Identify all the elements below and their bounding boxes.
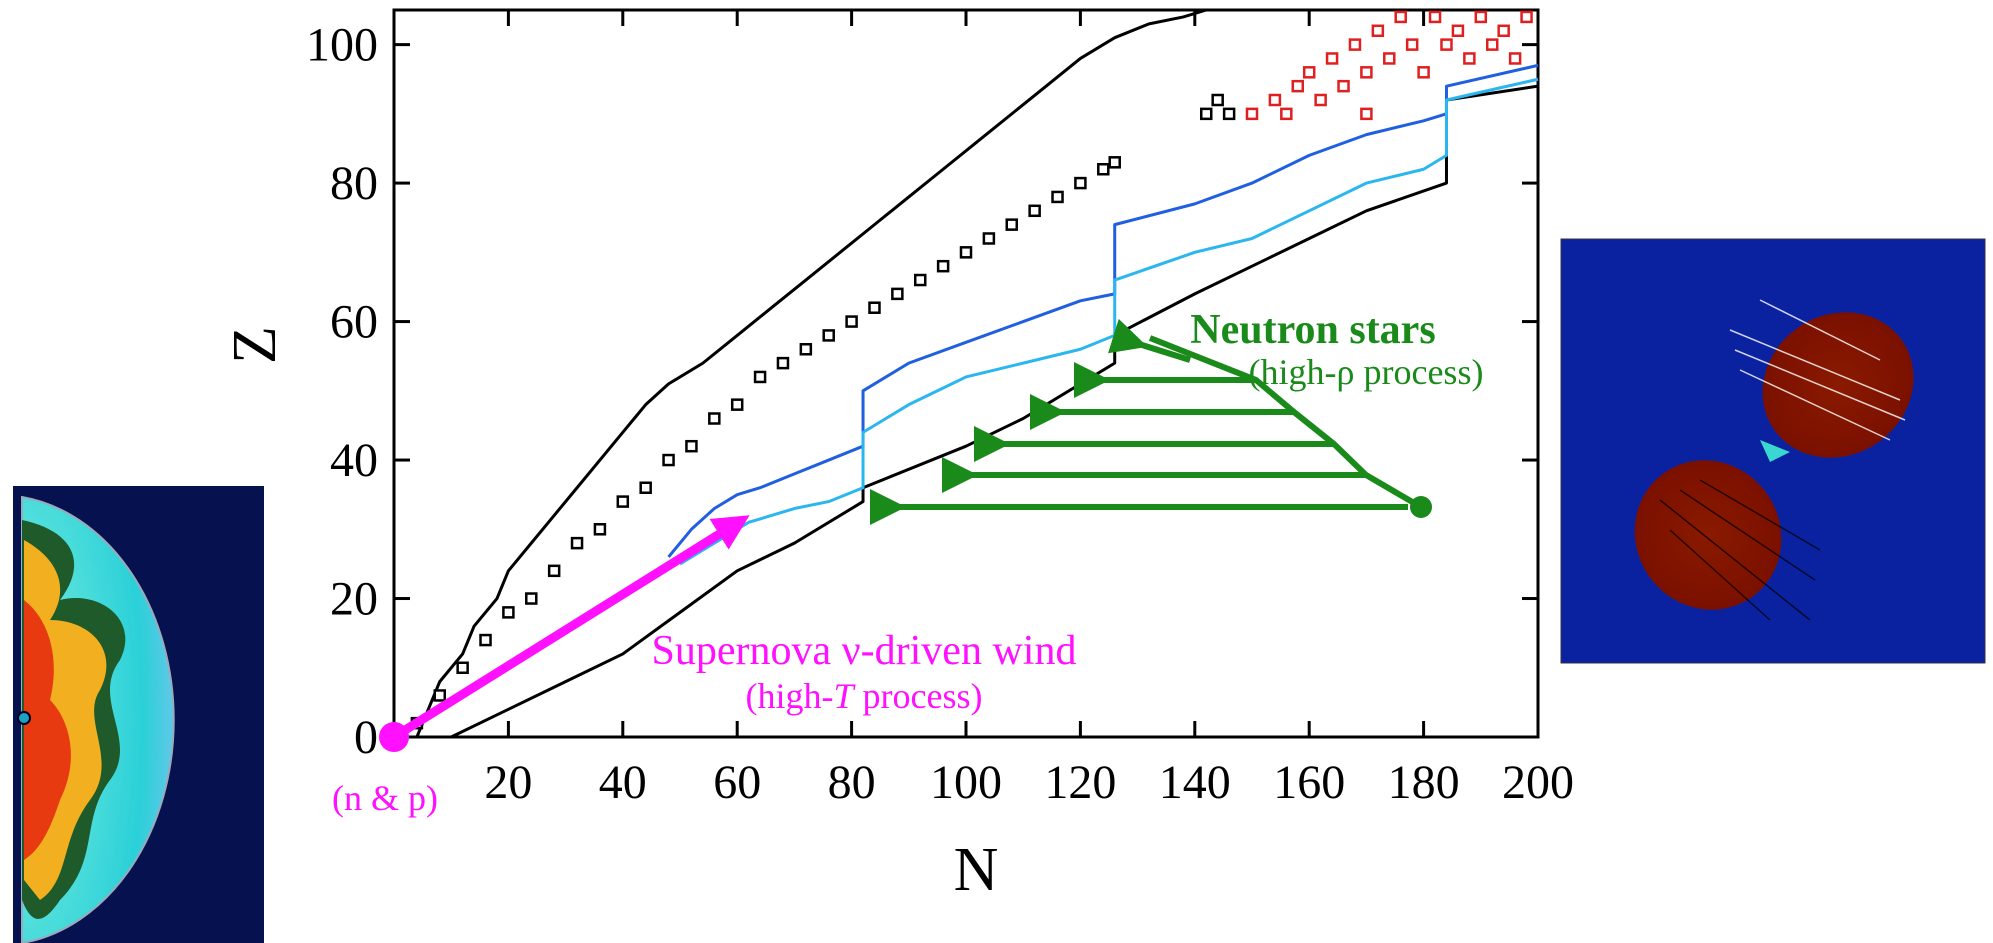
nucleus-marker [525,592,538,605]
nucleus-marker [776,356,790,370]
nucleus-marker [959,246,973,259]
nucleus-marker [1337,79,1350,93]
nucleus-marker [1222,107,1236,121]
nucleus-marker [1268,93,1282,107]
y-tick-label: 0 [354,711,378,764]
nucleus-marker [936,259,950,273]
nucleus-marker [1474,10,1488,24]
x-tick-label: 140 [1159,756,1231,809]
nucleus-marker [1325,52,1339,65]
supernova-image [13,486,264,943]
annotation-part: process) [854,676,983,716]
series-line [415,8,1207,738]
nucleus-marker [662,453,675,467]
nucleus-marker [616,495,630,508]
nucleus-marker [1440,38,1453,51]
nucleus-marker [1508,52,1522,65]
nucleus-marker [1302,66,1316,79]
nucleus-marker [1394,10,1407,24]
x-tick-label: 60 [713,756,761,809]
nucleus-marker [753,370,767,384]
nucleus-marker [456,661,469,675]
x-tick-label: 20 [484,756,532,809]
nucleus-marker [982,232,996,245]
nucleus-marker [708,412,721,425]
x-axis-label: N [954,836,999,904]
nucleus-marker [547,564,561,578]
y-tick-label: 60 [330,296,378,349]
nucleus-marker [913,273,927,287]
nucleus-marker [1417,66,1430,79]
nucleus-marker [685,439,698,453]
annotation: (high-ρ process) [1249,352,1484,392]
nucleus-marker [1348,38,1362,51]
nucleus-marker [479,633,492,647]
annotation-part: T [834,676,857,716]
nucleus-marker [1360,107,1373,121]
neutron-star-merger-image [1560,238,1986,664]
y-tick-label: 40 [330,434,378,487]
x-tick-label: 200 [1502,756,1574,809]
nucleus-marker [1497,24,1510,38]
nucleus-marker [868,301,881,314]
nucleus-marker [639,481,652,494]
nucleus-marker [891,287,904,301]
wind-arrow [379,515,750,752]
nucleus-marker [1074,176,1087,190]
nucleus-marker [1211,93,1224,107]
nucleus-marker [1428,10,1442,24]
series-line [679,77,1539,566]
neutron-star-arrows [870,318,1432,525]
nucleus-marker [1405,38,1419,51]
nucleus-marker [845,315,858,328]
nucleus-marker [1371,24,1385,38]
nucleus-marker [730,398,744,411]
nucleus-marker [502,606,515,619]
nucleus-marker [570,536,584,550]
nucleus-marker [1463,52,1476,65]
x-tick-label: 160 [1273,756,1345,809]
nucleus-marker [593,523,607,536]
nucleus-marker [1314,93,1327,107]
nucleus-marker [433,689,447,702]
nucleus-marker [822,329,835,342]
x-tick-label: 80 [828,756,876,809]
nucleus-marker [1291,79,1305,93]
nucleus-marker [1451,24,1465,38]
nucleus-marker [1108,156,1121,169]
annotation: (n & p) [332,778,438,818]
nucleus-marker [799,343,813,356]
y-tick-label: 100 [306,19,378,72]
series-line [667,63,1539,558]
nucleus-marker [1199,107,1213,121]
annotation: Neutron stars [1190,307,1435,353]
nucleus-marker [1383,52,1396,65]
x-tick-label: 120 [1044,756,1116,809]
x-tick-label: 180 [1388,756,1460,809]
nucleus-marker [1005,218,1019,231]
x-tick-label: 100 [930,756,1002,809]
nucleus-marker [1520,10,1533,24]
y-tick-label: 20 [330,573,378,626]
annotation: Supernova ν-driven wind [652,628,1077,674]
nucleus-marker [1485,38,1499,51]
annotation: (high-T process) [746,676,983,716]
y-axis-label: Z [221,326,289,364]
annotation-part: (high- [746,676,834,716]
x-tick-label: 40 [599,756,647,809]
nucleus-marker [1245,107,1259,121]
nucleus-marker [1028,204,1041,218]
y-tick-label: 80 [330,157,378,210]
nucleus-marker [1097,162,1110,176]
nucleus-marker [1280,107,1293,121]
nucleus-marker [1051,190,1064,204]
nucleus-marker [1360,66,1373,79]
